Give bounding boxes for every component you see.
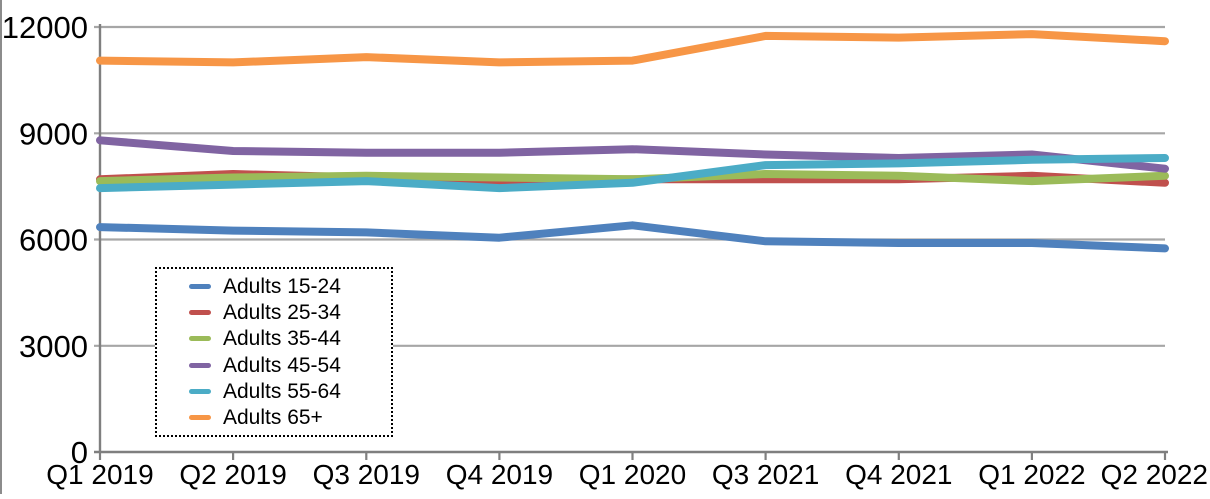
y-axis-tick-label: 6000 <box>19 223 88 258</box>
y-axis-tick-label: 0 <box>71 435 88 470</box>
legend-line-swatch <box>189 283 211 289</box>
legend-label: Adults 65+ <box>223 406 323 430</box>
x-axis-category-label: Q1 2022 <box>978 459 1085 490</box>
x-axis-category-label: Q2 2022 <box>1101 459 1208 490</box>
legend-line-swatch <box>189 362 211 368</box>
legend-line-swatch <box>189 415 211 421</box>
series-line <box>96 136 1169 173</box>
window-left-edge <box>0 0 2 494</box>
y-axis-tick-label: 3000 <box>19 329 88 364</box>
x-axis-category-label: Q2 2019 <box>179 459 286 490</box>
legend-line-swatch <box>189 388 211 394</box>
y-axis-tick-label: 12000 <box>2 10 88 45</box>
series-line <box>96 30 1169 67</box>
legend-line-swatch <box>189 309 211 315</box>
x-axis-category-label: Q3 2019 <box>313 459 420 490</box>
legend-label: Adults 55-64 <box>223 379 341 403</box>
legend-item: Adults 45-54 <box>157 355 391 376</box>
x-axis-category-label: Q4 2019 <box>446 459 553 490</box>
x-axis-category-label: Q4 2021 <box>845 459 952 490</box>
legend-item: Adults 65+ <box>157 407 391 428</box>
x-axis-category-label: Q1 2020 <box>579 459 686 490</box>
legend-item: Adults 15-24 <box>157 276 391 297</box>
y-axis-tick-label: 9000 <box>19 116 88 151</box>
legend-label: Adults 15-24 <box>223 274 341 298</box>
legend-label: Adults 35-44 <box>223 327 341 351</box>
legend-item: Adults 25-34 <box>157 302 391 323</box>
legend-item: Adults 55-64 <box>157 381 391 402</box>
legend-line-swatch <box>189 336 211 342</box>
legend-item: Adults 35-44 <box>157 328 391 349</box>
series-line <box>96 154 1169 193</box>
legend-label: Adults 45-54 <box>223 353 341 377</box>
series-line <box>96 221 1169 253</box>
x-axis-category-label: Q3 2021 <box>712 459 819 490</box>
legend: Adults 15-24 Adults 25-34 Adults 35-44 Adul… <box>155 267 393 437</box>
x-axis-category-label: Q1 2019 <box>46 459 153 490</box>
legend-label: Adults 25-34 <box>223 300 341 324</box>
